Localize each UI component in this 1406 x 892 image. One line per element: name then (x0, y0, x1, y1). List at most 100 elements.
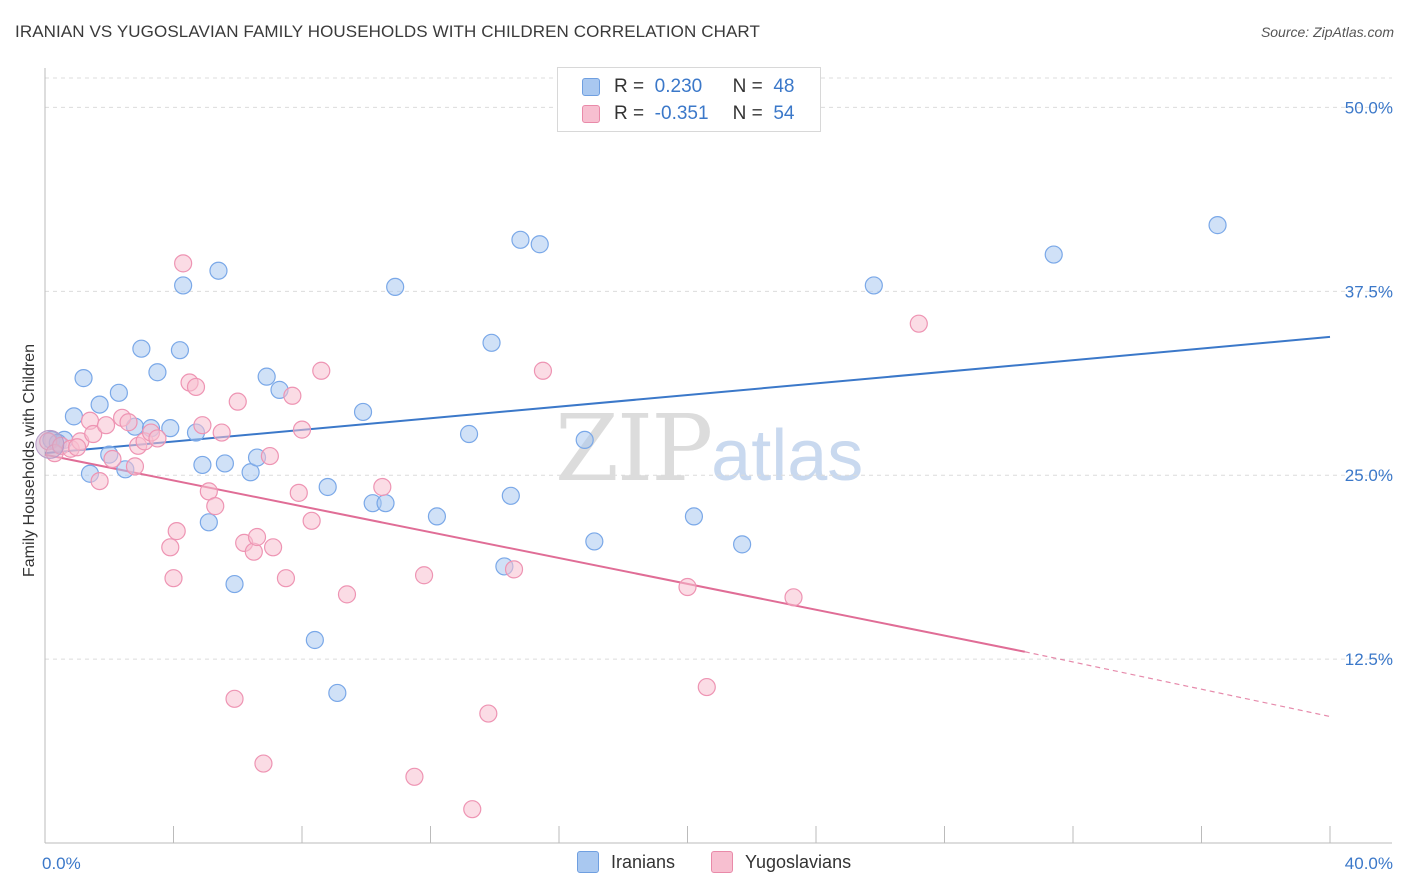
data-point (148, 429, 167, 448)
data-point (305, 630, 324, 650)
legend-swatch-yugoslavians (582, 105, 600, 123)
data-point (482, 333, 501, 352)
data-point (96, 416, 116, 435)
data-point (276, 569, 296, 588)
chart-title: IRANIAN VS YUGOSLAVIAN FAMILY HOUSEHOLDS… (15, 22, 760, 41)
legend-r-label: R = (614, 103, 645, 124)
data-point-cluster (35, 429, 65, 459)
y-tick-label: 12.5% (1345, 650, 1393, 669)
data-point (289, 483, 308, 502)
data-point (186, 377, 206, 397)
data-point (909, 314, 928, 333)
data-point (167, 522, 186, 541)
data-point (74, 369, 93, 388)
data-point (337, 585, 357, 604)
data-point (864, 276, 883, 295)
data-point (68, 438, 87, 457)
data-point (318, 477, 337, 497)
trend-line-iranians (44, 335, 1331, 455)
series-legend-iranians[interactable]: Iranians (577, 851, 675, 873)
data-point (312, 361, 331, 380)
correlation-legend: R = 0.230 N = 48 R = -0.351 N = 54 (557, 67, 821, 132)
y-tick-label: 25.0% (1345, 466, 1393, 485)
data-point (386, 277, 405, 297)
data-point (193, 416, 212, 435)
trend-line-yugoslavians (44, 453, 1026, 653)
data-point (459, 424, 479, 444)
legend-row-yugoslavians: R = -0.351 N = 54 (582, 102, 794, 126)
series-legend-yugoslavians[interactable]: Yugoslavians (711, 851, 851, 873)
data-point (585, 532, 604, 551)
legend-r-value: -0.351 (654, 103, 709, 124)
source-label: Source: ZipAtlas.com (1260, 24, 1394, 40)
data-point (254, 754, 273, 773)
series-label-iranians: Iranians (611, 851, 676, 872)
data-point (530, 235, 549, 254)
series-legend: Iranians Yugoslavians (0, 851, 1406, 877)
data-point (170, 341, 190, 360)
legend-n-label: N = (732, 76, 763, 97)
data-point (215, 454, 234, 473)
axis-labels: 12.5% 25.0% 37.5% 50.0% 0.0% 40.0% Family Hous… (21, 98, 1393, 873)
axes (44, 68, 1392, 844)
data-point (212, 423, 231, 442)
data-point (376, 494, 395, 513)
legend-n-value: 48 (773, 76, 795, 97)
data-point (373, 477, 392, 497)
y-axis-label: Family Households with Children (21, 344, 38, 577)
data-point (64, 407, 84, 426)
data-point (678, 577, 697, 597)
legend-swatch-iranians (582, 78, 600, 96)
data-point (511, 230, 530, 249)
legend-n-label: N = (732, 103, 763, 124)
watermark-zip: ZIP (555, 395, 713, 502)
data-point (292, 420, 312, 439)
data-point (206, 497, 225, 516)
data-point (302, 511, 321, 530)
data-point (103, 449, 122, 469)
data-point (463, 800, 482, 819)
data-point (125, 457, 145, 476)
data-point (90, 395, 109, 414)
data-point (263, 538, 283, 557)
data-point (132, 339, 151, 358)
data-point (244, 542, 263, 561)
series-swatch-yugoslavians (711, 851, 733, 873)
data-point (697, 677, 716, 697)
data-point (174, 254, 193, 273)
data-point (533, 361, 553, 380)
data-point (260, 446, 279, 466)
data-point (257, 367, 276, 386)
data-point (283, 386, 302, 405)
series-label-yugoslavians: Yugoslavians (745, 851, 852, 872)
data-point (90, 471, 109, 491)
data-point (84, 424, 103, 444)
legend-n-value: 54 (773, 103, 795, 124)
data-point (225, 574, 244, 594)
x-tick-label: 0.0% (42, 854, 81, 873)
data-point (193, 455, 212, 475)
data-point (247, 527, 267, 547)
series-iranians (42, 216, 1227, 703)
data-point (109, 383, 128, 402)
data-point (1044, 245, 1063, 264)
data-point (328, 683, 347, 703)
trend-line-extension-yugoslavians (1024, 651, 1331, 718)
legend-r-value: 0.230 (654, 76, 703, 97)
data-point (174, 276, 193, 295)
data-point (405, 767, 424, 786)
data-point (225, 689, 244, 708)
series-swatch-iranians (577, 851, 599, 873)
y-tick-label: 37.5% (1345, 282, 1393, 301)
data-point (479, 704, 498, 723)
data-point (1208, 216, 1227, 235)
watermark-atlas: atlas (711, 416, 864, 496)
data-point (161, 538, 180, 557)
watermark: ZIPatlas (555, 395, 863, 502)
data-point (161, 419, 180, 438)
data-point (684, 507, 704, 526)
legend-row-iranians: R = 0.230 N = 48 (582, 75, 794, 99)
data-point (501, 486, 520, 505)
y-tick-label: 50.0% (1345, 98, 1393, 117)
